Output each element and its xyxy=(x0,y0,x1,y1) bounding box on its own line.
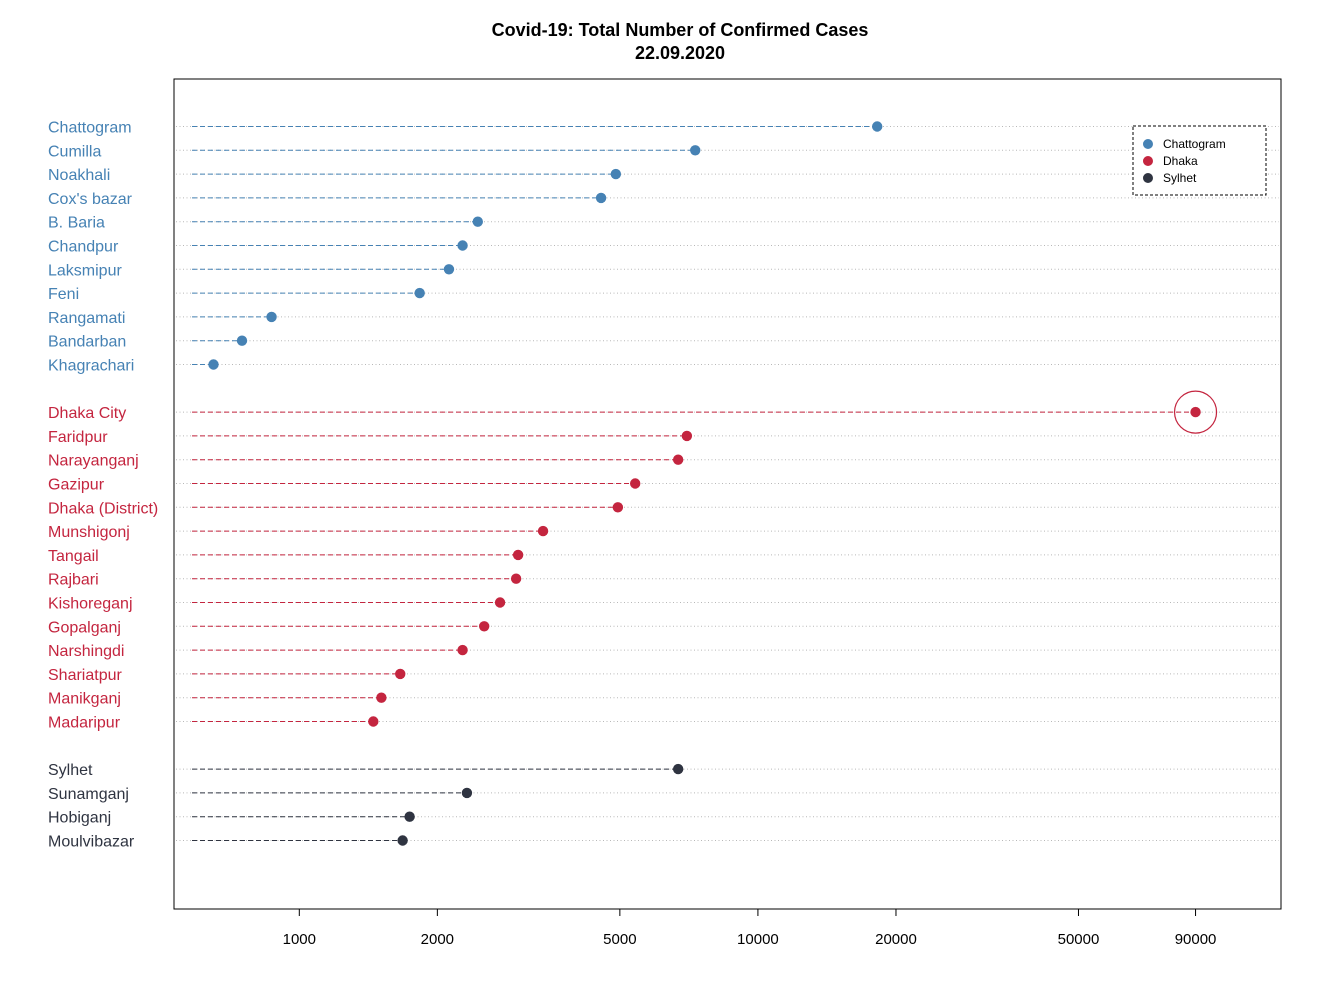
category-label-rajbari: Rajbari xyxy=(48,572,99,589)
category-label-madaripur: Madaripur xyxy=(48,715,121,732)
category-label-chattogram: Chattogram xyxy=(48,120,132,137)
category-label-shariatpur: Shariatpur xyxy=(48,667,122,684)
category-label-cumilla: Cumilla xyxy=(48,143,101,160)
point-shariatpur xyxy=(395,668,406,680)
point-rangamati xyxy=(266,311,277,323)
plot-frame xyxy=(173,78,1282,910)
chart-title: Covid-19: Total Number of Confirmed Case… xyxy=(492,20,869,40)
x-tick-label-5000: 5000 xyxy=(603,931,636,948)
point-bandarban xyxy=(236,335,248,346)
category-label-dhaka-city: Dhaka City xyxy=(48,405,126,422)
point-rajbari xyxy=(510,573,522,584)
point-gazipur xyxy=(629,478,641,489)
highlight-ring-dhaka-city xyxy=(1173,390,1218,434)
category-label-tangail: Tangail xyxy=(48,548,99,565)
category-label-kishoreganj: Kishoreganj xyxy=(48,596,133,613)
category-label-sylhet: Sylhet xyxy=(48,762,93,779)
x-tick-label-2000: 2000 xyxy=(421,931,454,948)
point-kishoreganj xyxy=(494,597,506,608)
grid-lines xyxy=(176,126,1279,841)
point-cumilla xyxy=(690,145,701,156)
point-manikganj xyxy=(376,692,387,703)
point-narayanganj xyxy=(672,454,684,465)
legend-box xyxy=(1132,125,1267,196)
point-chandpur xyxy=(457,240,468,251)
category-label-bandarban: Bandarban xyxy=(48,334,126,351)
category-label-narayanganj: Narayanganj xyxy=(48,453,139,470)
category-label-gazipur: Gazipur xyxy=(48,477,105,494)
category-label-chandpur: Chandpur xyxy=(48,239,119,256)
x-tick-label-90000: 90000 xyxy=(1175,931,1217,948)
point-khagrachari xyxy=(208,359,219,370)
legend: Chattogram Dhaka Sylhet xyxy=(1132,125,1267,196)
point-hobiganj xyxy=(404,811,415,822)
x-tick-label-20000: 20000 xyxy=(875,931,917,948)
x-axis: 1000 2000 5000 10000 20000 50000 90000 xyxy=(283,909,1217,948)
category-label-moulvibazar: Moulvibazar xyxy=(48,834,135,851)
point-madaripur xyxy=(368,716,379,727)
category-label-rangamati: Rangamati xyxy=(48,310,125,327)
legend-label-dhaka: Dhaka xyxy=(1163,154,1198,168)
point-tangail xyxy=(512,549,524,561)
category-label-khagrachari: Khagrachari xyxy=(48,358,134,375)
data-points xyxy=(208,121,1218,846)
stems xyxy=(192,126,1196,841)
point-narshingdi xyxy=(457,644,468,656)
category-label-munshigonj: Munshigonj xyxy=(48,524,130,541)
category-label-gopalganj: Gopalganj xyxy=(48,619,121,636)
point-feni xyxy=(414,287,425,299)
category-label-feni: Feni xyxy=(48,286,79,303)
category-label-cox-s-bazar: Cox's bazar xyxy=(48,191,133,208)
point-moulvibazar xyxy=(397,835,408,846)
point-laksmipur xyxy=(443,264,455,275)
point-cox-s-bazar xyxy=(595,192,607,204)
point-sunamganj xyxy=(461,787,473,799)
category-label-sunamganj: Sunamganj xyxy=(48,786,129,803)
legend-label-sylhet: Sylhet xyxy=(1163,171,1197,185)
x-tick-label-10000: 10000 xyxy=(737,931,779,948)
legend-marker-chattogram xyxy=(1143,139,1153,149)
point-b-baria xyxy=(472,216,483,227)
point-munshigonj xyxy=(537,525,549,537)
category-label-faridpur: Faridpur xyxy=(48,429,108,446)
category-label-laksmipur: Laksmipur xyxy=(48,262,122,279)
category-label-noakhali: Noakhali xyxy=(48,167,110,184)
point-dhaka-district xyxy=(612,502,624,513)
category-labels: Chattogram Cumilla Noakhali Cox's bazar B. B… xyxy=(48,120,158,851)
category-label-dhaka-district: Dhaka (District) xyxy=(48,500,158,517)
x-tick-label-1000: 1000 xyxy=(283,931,316,948)
chart-subtitle: 22.09.2020 xyxy=(635,43,725,63)
legend-marker-dhaka xyxy=(1143,156,1153,166)
point-noakhali xyxy=(610,168,622,180)
point-faridpur xyxy=(681,430,693,442)
x-tick-label-50000: 50000 xyxy=(1058,931,1100,948)
category-label-b-baria: B. Baria xyxy=(48,215,105,232)
point-dhaka-city xyxy=(1190,406,1201,418)
category-label-hobiganj: Hobiganj xyxy=(48,810,111,827)
point-chattogram xyxy=(871,121,883,132)
point-sylhet xyxy=(672,763,684,775)
legend-marker-sylhet xyxy=(1143,173,1153,183)
point-gopalganj xyxy=(478,621,490,632)
category-label-manikganj: Manikganj xyxy=(48,691,121,708)
legend-label-chattogram: Chattogram xyxy=(1163,137,1226,151)
category-label-narshingdi: Narshingdi xyxy=(48,643,124,660)
